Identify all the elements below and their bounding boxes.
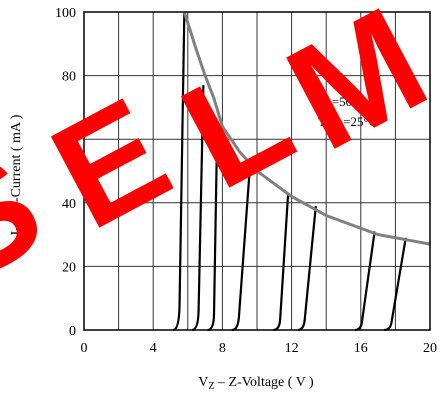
zener-curve <box>273 193 290 332</box>
x-tick-label: 0 <box>81 341 88 356</box>
power-annotation: Ptot=500mW <box>314 94 382 112</box>
y-tick-labels: 0 20 40 60 80 100 <box>55 6 76 339</box>
y-tick-label: 0 <box>69 324 76 339</box>
zener-curve <box>354 231 376 332</box>
x-tick-label: 12 <box>285 341 299 356</box>
x-tick-label: 8 <box>219 341 226 356</box>
y-tick-label: 100 <box>55 6 76 21</box>
y-tick-label: 80 <box>62 70 76 85</box>
watermark: S E L M <box>0 0 442 315</box>
x-tick-label: 16 <box>354 341 368 356</box>
power-limit-curve <box>182 11 431 246</box>
x-tick-labels: 0 4 8 12 16 20 <box>81 341 438 356</box>
y-tick-label: 40 <box>62 197 76 212</box>
x-tick-label: 4 <box>150 341 157 356</box>
temperature-annotation: Tamb=25°C <box>318 114 377 132</box>
x-tick-label: 20 <box>423 341 437 356</box>
y-tick-label: 20 <box>62 260 76 275</box>
y-axis-label: IZ – Z-Current ( mA ) <box>9 114 26 235</box>
x-axis-label: VZ – Z-Voltage ( V ) <box>198 375 314 392</box>
plot-frame <box>83 11 431 331</box>
y-tick-label: 60 <box>62 133 76 148</box>
zener-curve <box>297 205 317 332</box>
